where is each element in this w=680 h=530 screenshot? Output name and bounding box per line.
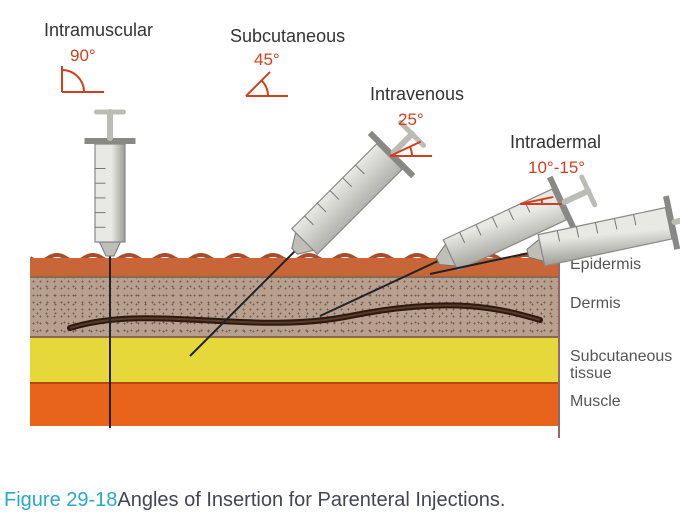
injection-label-intradermal: Intradermal (510, 132, 601, 153)
angle-label-intradermal: 10°-15° (528, 158, 585, 178)
figure-title: Angles of Insertion for Parenteral Injec… (117, 489, 505, 511)
figure-number: Figure 29-18 (4, 489, 117, 511)
syringe-intradermal (0, 0, 680, 530)
angle-marker-intradermal (516, 178, 576, 210)
figure-caption: Figure 29-18Angles of Insertion for Pare… (0, 489, 660, 512)
diagram-canvas: EpidermisDermisSubcutaneous tissueMuscle… (0, 0, 680, 530)
